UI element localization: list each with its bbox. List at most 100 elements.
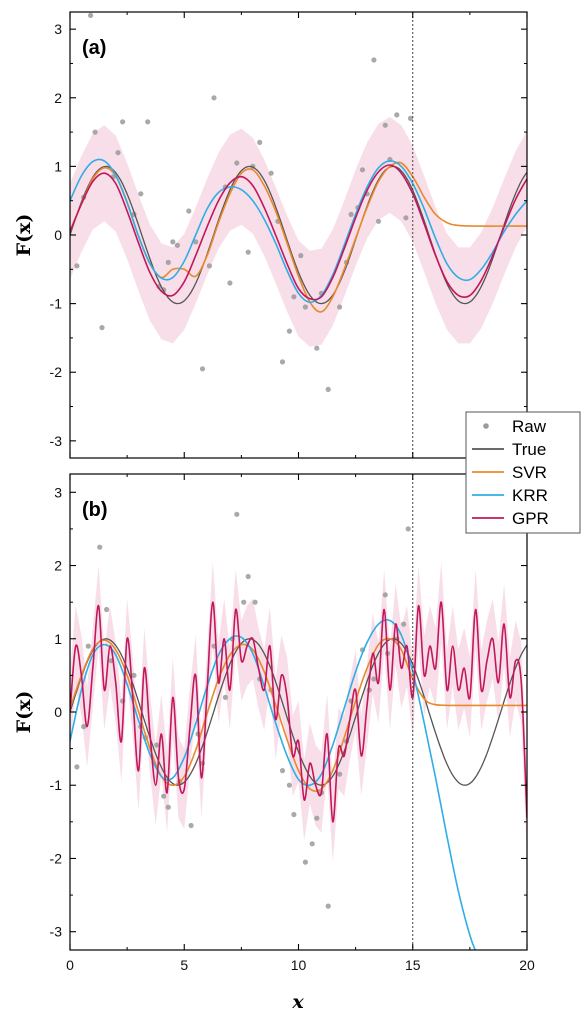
raw-point: [222, 694, 228, 701]
raw-point: [170, 239, 176, 245]
raw-point: [199, 366, 206, 372]
gpr-confidence-band-a: [70, 117, 527, 347]
panel-a: -3 -2 -1 0 1 2 3 (a): [50, 11, 528, 459]
true-line-b: [70, 638, 527, 786]
raw-point: [99, 325, 105, 331]
raw-point: [120, 119, 126, 125]
legend-label-gpr: GPR: [512, 509, 549, 528]
raw-point: [314, 345, 320, 351]
raw-point: [268, 170, 274, 176]
raw-point: [104, 606, 110, 613]
raw-point: [302, 859, 308, 865]
raw-point: [279, 768, 286, 774]
gpr-line-a: [70, 164, 527, 301]
raw-point: [227, 280, 233, 286]
legend-label-krr: KRR: [512, 486, 548, 505]
raw-point: [382, 122, 388, 128]
legend-label-true: True: [512, 440, 546, 459]
raw-point: [257, 139, 263, 145]
legend: Raw True SVR KRR GPR: [465, 411, 581, 534]
raw-point: [314, 815, 320, 821]
x-tick-label: 5: [180, 957, 188, 973]
raw-point: [302, 304, 308, 310]
x-tick-label: 0: [66, 957, 74, 973]
y-tick-label: 2: [54, 558, 62, 574]
legend-label-svr: SVR: [512, 463, 547, 482]
raw-point: [74, 764, 80, 770]
raw-point: [165, 259, 171, 265]
legend-label-raw: Raw: [512, 417, 547, 436]
raw-point: [325, 386, 331, 392]
raw-point: [245, 249, 251, 255]
raw-point: [252, 599, 258, 605]
y-tick-label: -1: [50, 777, 63, 793]
raw-point: [85, 643, 91, 649]
raw-point: [92, 129, 98, 135]
x-tick-label: 10: [291, 957, 307, 973]
panel-a-label: (a): [82, 37, 106, 59]
panel-b-label: (b): [82, 499, 108, 521]
raw-point: [165, 804, 171, 810]
raw-point: [286, 328, 292, 334]
raw-point: [325, 903, 331, 909]
raw-point: [337, 771, 343, 777]
raw-point: [309, 841, 315, 847]
raw-point: [279, 359, 286, 365]
raw-point: [115, 150, 121, 156]
y-tick-label: -1: [50, 296, 63, 312]
raw-point: [145, 119, 151, 125]
raw-point: [241, 599, 247, 605]
y-tick-label: 1: [54, 158, 62, 174]
raw-point: [211, 95, 217, 101]
y-tick-label: -3: [50, 433, 63, 449]
raw-point: [359, 167, 366, 173]
raw-point: [291, 811, 297, 818]
raw-point: [348, 211, 354, 217]
raw-point: [405, 526, 411, 532]
y-tick-label: 1: [54, 631, 62, 647]
krr-line-a: [70, 158, 527, 304]
y-axis-label-a: F(x): [13, 214, 35, 257]
y-axis-label-b: F(x): [13, 691, 35, 734]
y-tick-label: 0: [54, 704, 62, 720]
raw-point: [188, 822, 194, 829]
raw-point: [81, 724, 87, 730]
raw-point: [88, 12, 94, 18]
raw-point: [97, 544, 103, 550]
y-tick-label: 3: [54, 484, 62, 500]
raw-point: [234, 160, 240, 166]
raw-point: [174, 242, 180, 248]
raw-point: [206, 263, 212, 269]
raw-point: [286, 782, 292, 788]
y-tick-label: 0: [54, 227, 62, 243]
raw-point: [131, 672, 137, 679]
raw-point: [161, 793, 167, 799]
raw-point: [394, 112, 400, 118]
raw-point: [371, 57, 377, 63]
legend-marker-raw: [483, 423, 489, 429]
raw-point: [337, 304, 343, 310]
gpr-line-b: [70, 601, 527, 823]
true-line-a: [70, 165, 527, 305]
y-tick-label: -2: [50, 364, 63, 380]
raw-point: [154, 742, 160, 748]
raw-point: [234, 511, 240, 517]
raw-point: [403, 215, 409, 221]
raw-point: [298, 253, 304, 259]
panel-b: -3 -2 -1 0 1 2 3 0 5 10 15 20 (b): [50, 473, 535, 973]
raw-point: [186, 208, 192, 214]
raw-point: [382, 592, 388, 598]
x-tick-label: 15: [405, 957, 421, 973]
y-tick-label: -3: [50, 924, 63, 940]
y-tick-label: -2: [50, 850, 63, 866]
raw-point: [371, 676, 377, 682]
raw-point: [401, 621, 407, 627]
raw-point: [407, 115, 414, 121]
y-tick-label: 2: [54, 90, 62, 106]
raw-point: [245, 573, 251, 580]
raw-point: [193, 239, 199, 245]
x-tick-label: 20: [519, 957, 535, 973]
raw-point: [74, 263, 80, 269]
raw-point: [291, 294, 297, 300]
